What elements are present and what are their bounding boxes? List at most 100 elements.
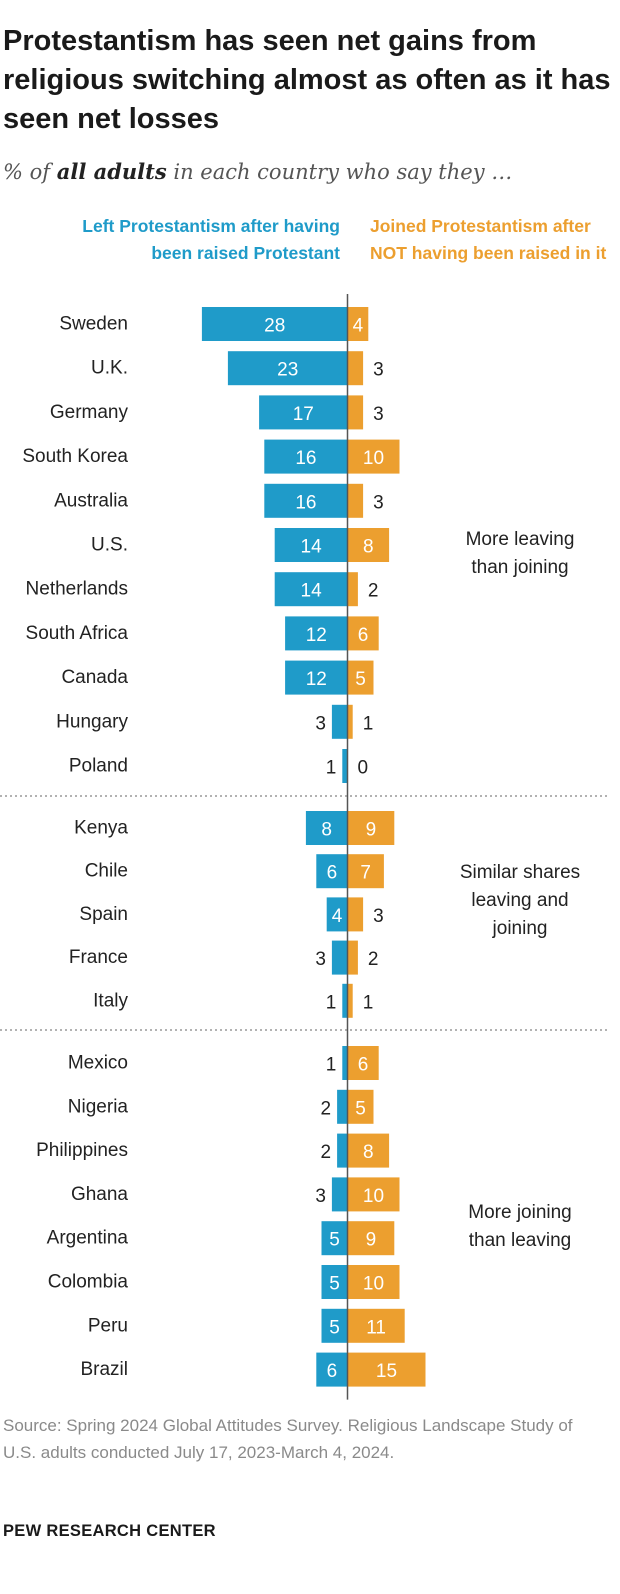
bar-right [347,940,358,975]
bar-left-value: 17 [293,404,314,425]
bar-right [347,704,353,739]
bar-left [285,616,348,651]
country-label: Kenya [74,818,128,839]
bar-left-value: 6 [327,863,338,884]
source-note: Source: Spring 2024 Global Attitudes Sur… [3,1416,573,1462]
bar-right-value: 8 [363,537,374,558]
bar-left [305,811,348,845]
bar-left [259,395,348,430]
bar-left-value: 1 [326,992,337,1013]
country-label: Mexico [68,1053,128,1074]
bar-left [321,1221,348,1256]
bar-left-value: 5 [329,1274,340,1295]
bar-left [274,528,348,562]
country-label: South Korea [22,446,128,467]
bar-left [342,1046,348,1080]
country-label: Canada [61,667,128,688]
bar-left-value: 23 [277,360,298,381]
country-label: U.S. [91,535,128,556]
bar-right [347,811,395,845]
bar-left [331,1177,348,1212]
country-label: France [69,947,128,968]
bar-right-value: 5 [355,1098,366,1119]
bar-left-value: 16 [295,492,316,513]
country-label: Ghana [71,1184,128,1205]
bar-right-value: 15 [376,1361,397,1382]
bar-left-value: 12 [306,669,327,690]
bar-right [347,1265,400,1299]
bar-right-value: 10 [363,1186,384,1207]
group-note: More joining than leaving [468,1202,572,1251]
country-label: Australia [54,490,128,511]
bar-right-value: 8 [363,1142,374,1163]
chart-subtitle: % of all adults in each country who say … [3,158,615,186]
bar-left [331,940,348,975]
bar-right-value: 9 [366,820,377,841]
bar-left [337,1133,348,1168]
bar-right [347,1046,379,1080]
bar-left-value: 4 [332,906,343,927]
country-label: Germany [50,402,129,423]
bar-right-value: 5 [355,669,366,690]
bar-right [347,1352,426,1387]
bar-right-value: 9 [366,1230,377,1251]
bar-right [347,616,379,651]
bar-right [347,854,384,889]
country-label: Chile [85,861,128,882]
bar-right-value: 10 [363,448,384,469]
bar-left-value: 5 [329,1230,340,1251]
bar-right [347,897,364,932]
bar-right [347,1308,405,1343]
bar-left-value: 12 [306,625,327,646]
bar-left [264,483,348,518]
bar-left-value: 1 [326,758,337,779]
bar-left [316,854,348,889]
bar-left [274,572,348,607]
group-note: Similar shares leaving and joining [460,862,580,939]
country-label: Spain [79,904,128,925]
bar-right-value: 6 [358,625,369,646]
bar-left-value: 16 [295,448,316,469]
bar-right [347,983,353,1018]
bar-right-value: 1 [363,992,374,1013]
bar-right-value: 7 [360,863,371,884]
bar-left [321,1308,348,1343]
country-label: Argentina [47,1228,129,1249]
bar-right [347,351,364,386]
bar-left [331,704,348,739]
subtitle-suffix: in each country who say they … [166,160,513,184]
subtitle-emphasis: all adults [56,159,167,184]
bar-right [347,307,369,341]
legend-left-series: Left Protestantism after having been rai… [82,216,340,263]
bar-right-value: 10 [363,1274,384,1295]
bar-right [347,395,364,430]
bar-right-value: 0 [358,758,369,779]
bar-left-value: 14 [301,537,323,558]
pew-research-center-logo: PEW RESEARCH CENTER [3,1522,216,1540]
subtitle-prefix: % of [3,160,57,184]
chart-title: Protestantism has seen net gains from re… [3,25,611,135]
country-label: South Africa [26,623,129,644]
group-note: More leaving than joining [466,529,575,578]
bar-right-value: 11 [366,1317,386,1338]
bar-left-value: 28 [264,316,285,337]
bar-left [285,660,348,695]
bar-right-value: 1 [363,713,374,734]
bar-right [347,1089,374,1124]
bar-right [347,1221,395,1256]
bar-right-value: 2 [368,949,379,970]
bar-left [342,983,348,1018]
bar-left [321,1265,348,1299]
bar-left [342,749,348,783]
bar-left [326,897,348,932]
bar-left-value: 3 [315,713,326,734]
bar-left-value: 3 [315,1186,326,1207]
country-label: U.K. [91,358,128,379]
bar-left-value: 2 [321,1142,332,1163]
bar-right-value: 4 [353,316,364,337]
country-label: Hungary [56,711,128,732]
bar-left-value: 1 [326,1055,337,1076]
bar-left-value: 14 [301,581,323,602]
bar-left-value: 3 [315,949,326,970]
